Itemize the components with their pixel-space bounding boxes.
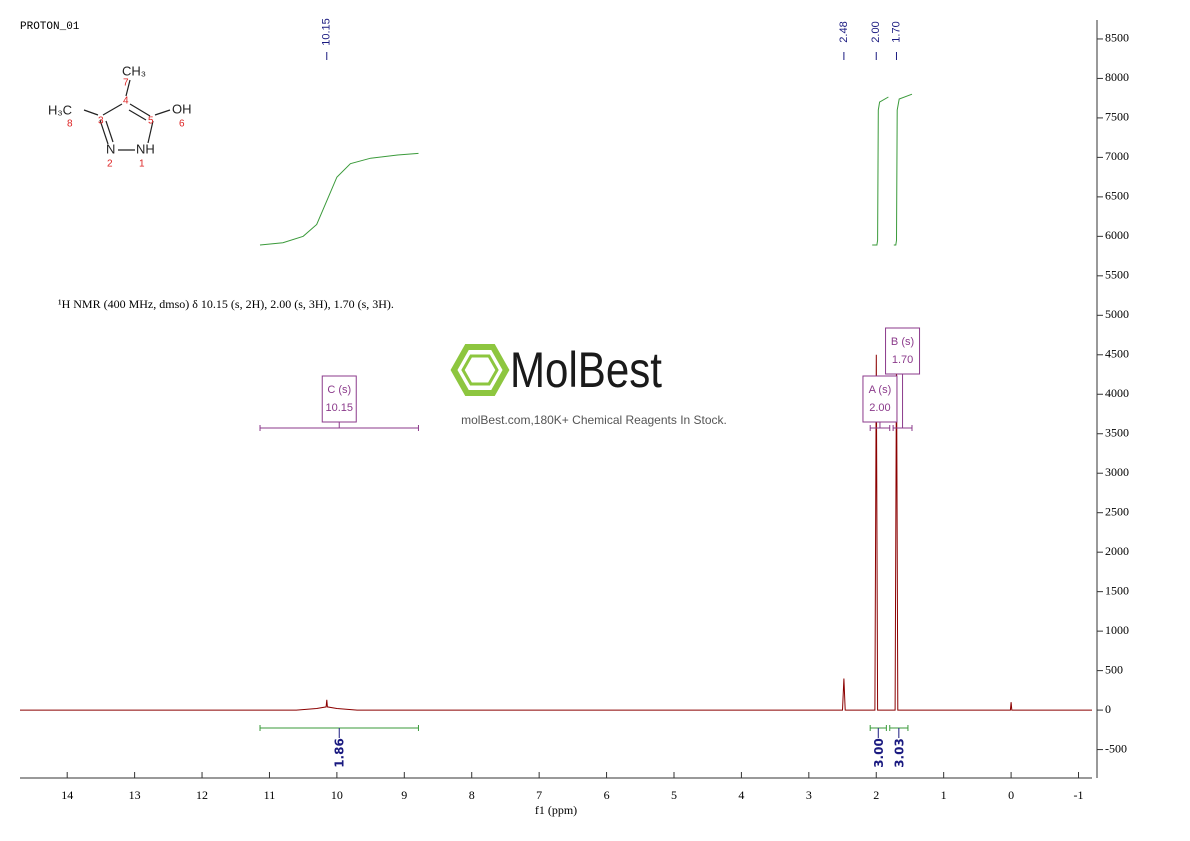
- x-tick-label: 11: [264, 788, 276, 802]
- integral-label: 3.03: [892, 738, 906, 768]
- atom-number: 3: [98, 116, 104, 127]
- x-tick-label: 8: [469, 788, 475, 802]
- x-tick-label: 14: [61, 788, 73, 802]
- atom-number: 6: [179, 119, 185, 130]
- x-tick-label: 0: [1008, 788, 1014, 802]
- y-tick-label: 4000: [1105, 386, 1129, 400]
- x-tick-label: 9: [401, 788, 407, 802]
- y-tick-label: 8500: [1105, 31, 1129, 45]
- atom-number: 4: [123, 96, 129, 107]
- multiplet-shift: 1.70: [892, 354, 913, 366]
- spectrum: [20, 350, 1092, 711]
- watermark: MolBest molBest.com,180K+ Chemical Reage…: [450, 342, 727, 427]
- atom-number: 5: [148, 116, 154, 127]
- y-tick-label: 3000: [1105, 465, 1129, 479]
- atom-label: NH: [136, 141, 155, 156]
- multiplet-box: [862, 375, 898, 423]
- y-tick-label: 0: [1105, 702, 1111, 716]
- y-tick-label: 500: [1105, 662, 1123, 676]
- x-tick-label: 12: [196, 788, 208, 802]
- multiplet-shift: 2.00: [869, 402, 890, 414]
- y-tick-label: 6000: [1105, 228, 1129, 242]
- chart-title: PROTON_01: [20, 21, 80, 33]
- y-tick-label: 8000: [1105, 70, 1129, 84]
- y-tick-label: 4500: [1105, 347, 1129, 361]
- y-tick-label: 1500: [1105, 583, 1129, 597]
- x-tick-label: 7: [536, 788, 542, 802]
- peak-label: 1.70: [890, 21, 902, 42]
- x-tick-label: 13: [129, 788, 141, 802]
- peak-label: 2.00: [870, 21, 882, 42]
- brand: MolBest: [510, 342, 662, 398]
- atom-label: N: [106, 141, 115, 156]
- y-tick-label: -500: [1105, 741, 1127, 755]
- y-tick-label: 7000: [1105, 149, 1129, 163]
- structure: CH₃ H₃C OH N NH 7 4 3 5 8 6 2 1: [48, 63, 192, 169]
- multiplet-shift: 10.15: [325, 402, 353, 414]
- x-tick-label: 4: [738, 788, 744, 802]
- multiplet-name: A (s): [869, 384, 892, 396]
- integral-label: 1.86: [333, 738, 347, 768]
- atom-label: OH: [172, 101, 192, 116]
- x-tick-label: 3: [806, 788, 812, 802]
- y-tick-label: 2000: [1105, 544, 1129, 558]
- y-tick-label: 7500: [1105, 110, 1129, 124]
- peak-label: 10.15: [321, 18, 333, 46]
- x-tick-label: 2: [873, 788, 879, 802]
- y-tick-label: 3500: [1105, 425, 1129, 439]
- y-tick-label: 5000: [1105, 307, 1129, 321]
- y-tick-label: 1000: [1105, 623, 1129, 637]
- integral-label: 3.00: [872, 738, 886, 768]
- y-tick-label: 6500: [1105, 189, 1129, 203]
- x-tick-label: 6: [604, 788, 610, 802]
- tagline: molBest.com,180K+ Chemical Reagents In S…: [461, 413, 727, 427]
- integral-curve: [893, 93, 913, 246]
- description: ¹H NMR (400 MHz, dmso) δ 10.15 (s, 2H), …: [58, 297, 394, 311]
- x-axis-label: f1 (ppm): [535, 803, 577, 817]
- y-tick-label: 5500: [1105, 268, 1129, 282]
- multiplet-name: C (s): [327, 384, 351, 396]
- x-tick-label: 5: [671, 788, 677, 802]
- multiplet-box: [885, 327, 921, 375]
- atom-number: 7: [123, 78, 129, 89]
- integral-curve: [872, 96, 889, 246]
- atom-label: CH₃: [122, 63, 146, 78]
- atom-label: H₃C: [48, 102, 72, 117]
- x-tick-label: 1: [941, 788, 947, 802]
- x-tick-label: -1: [1074, 788, 1084, 802]
- y-tick-label: 2500: [1105, 504, 1129, 518]
- atom-number: 1: [139, 159, 145, 170]
- peak-label: 2.48: [838, 21, 850, 42]
- atom-number: 8: [67, 119, 73, 130]
- multiplet-box: [321, 375, 357, 423]
- multiplet-name: B (s): [891, 336, 914, 348]
- integral-curve: [259, 152, 419, 246]
- atom-number: 2: [107, 159, 113, 170]
- x-tick-label: 10: [331, 788, 343, 802]
